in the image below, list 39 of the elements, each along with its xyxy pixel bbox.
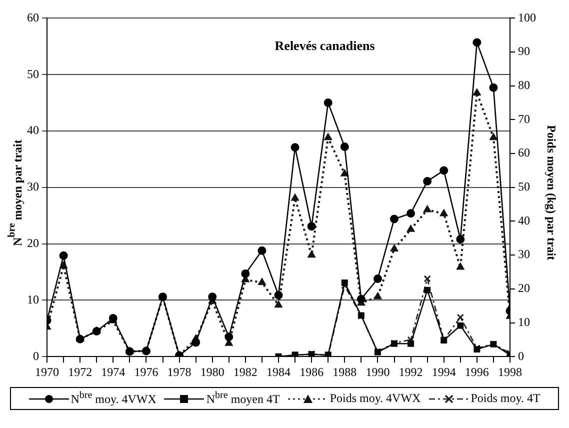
legend-label: Poids moy. 4VWX [330,391,421,406]
y-tick-label: 40 [27,123,39,138]
legend-label: N$^{bre}$ moyen 4T [206,390,280,407]
y-tick-label: 10 [27,292,39,306]
y2-axis-title: Poids moyen (kg) par trait [544,125,558,261]
text: Relevés canadiens [274,38,375,54]
y2-tick-label: 30 [518,247,530,262]
x-tick-label: 1986 [300,364,324,379]
x-tick-label: 1976 [134,364,158,379]
x-tick-label: 1996 [464,364,489,379]
x-tick-label: 1970 [35,364,59,379]
x-tick-label: 1982 [233,364,258,379]
x-tick-label: 1978 [167,364,192,379]
y2-tick-label: 0 [518,348,524,363]
x-tick-label: 1980 [200,364,224,379]
legend-label: Poids moy. 4T [470,391,540,406]
x-tick-label: 1990 [366,364,390,379]
y2-tick-label: 60 [518,146,530,160]
y2-tick-label: 80 [518,78,530,92]
y2-tick-label: 50 [518,180,530,194]
x-tick-label: 1994 [432,364,456,379]
y2-tick-label: 100 [518,10,536,24]
y2-tick-label: 40 [518,213,530,228]
x-tick-label: 1992 [398,364,423,379]
y-tick-label: 60 [27,10,39,24]
x-tick-label: 1974 [101,364,126,379]
legend-label: N$^{bre}$ moy. 4VWX [70,390,156,407]
x-tick-label: 1984 [266,364,290,379]
y-tick-label: 30 [27,180,39,194]
x-tick-label: 1972 [68,364,92,379]
y2-tick-label: 70 [518,112,530,126]
x-tick-label: 1988 [332,364,357,379]
x-tick-label: 1998 [498,364,522,379]
y-tick-label: 0 [33,348,39,363]
y2-tick-label: 20 [518,281,530,296]
y-tick-label: 20 [27,236,39,250]
y-tick-label: 50 [27,66,39,81]
y2-tick-label: 90 [518,44,530,58]
y2-tick-label: 10 [518,314,530,329]
